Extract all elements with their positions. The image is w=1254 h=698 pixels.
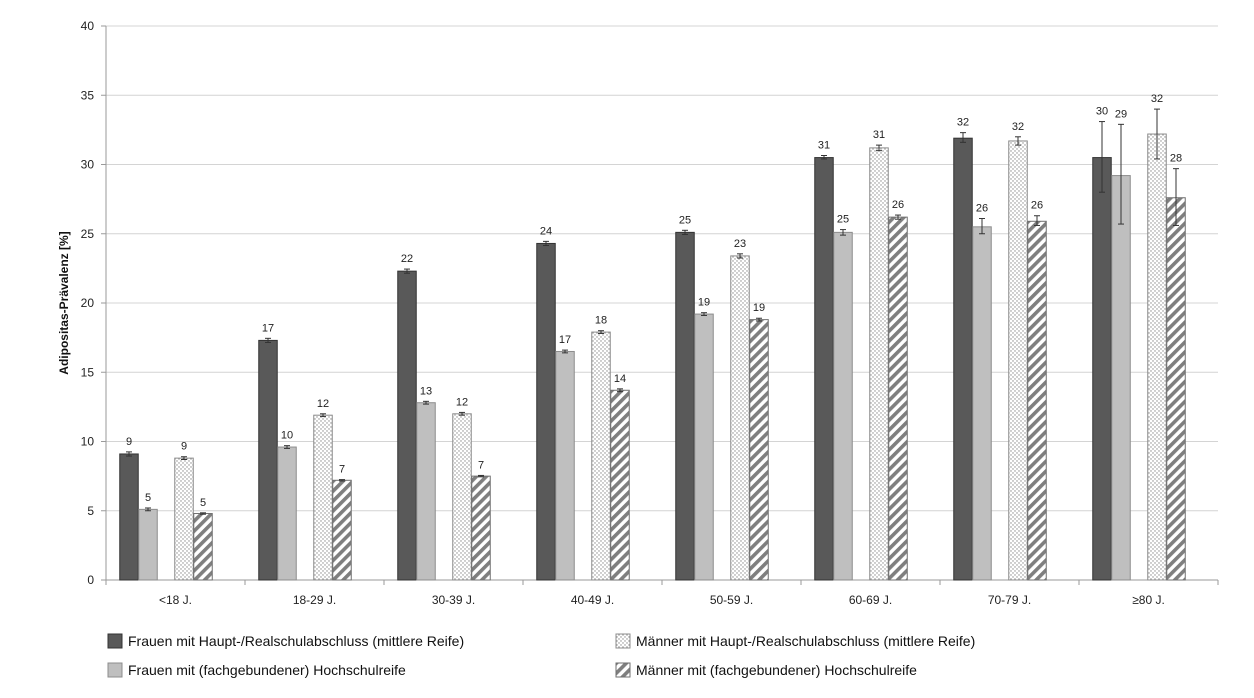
data-label: 32 xyxy=(957,117,969,129)
bar xyxy=(277,446,297,581)
data-label: 7 xyxy=(339,464,345,476)
x-tick-label: 70-79 J. xyxy=(988,593,1031,607)
data-label: 5 xyxy=(145,492,151,504)
bar xyxy=(675,231,695,581)
data-label: 19 xyxy=(698,297,710,309)
bar xyxy=(1166,197,1186,581)
x-tick-label: 50-59 J. xyxy=(710,593,753,607)
bar xyxy=(332,479,352,581)
legend-swatch xyxy=(107,633,123,649)
bar xyxy=(730,255,750,581)
bar xyxy=(972,226,992,581)
x-tick-label: 40-49 J. xyxy=(571,593,614,607)
data-label: 14 xyxy=(614,373,626,385)
x-tick-label: ≥80 J. xyxy=(1132,593,1165,607)
data-label: 22 xyxy=(401,253,413,265)
bar xyxy=(1111,175,1131,581)
data-label: 5 xyxy=(200,497,206,509)
bar xyxy=(814,157,834,581)
x-tick-label: 18-29 J. xyxy=(293,593,336,607)
data-label: 26 xyxy=(1031,200,1043,212)
bar xyxy=(471,475,491,581)
data-label: 19 xyxy=(753,302,765,314)
y-tick-label: 0 xyxy=(87,573,94,587)
bar xyxy=(193,513,213,581)
data-label: 17 xyxy=(262,322,274,334)
x-tick-label: <18 J. xyxy=(159,593,192,607)
x-tick-label: 60-69 J. xyxy=(849,593,892,607)
legend-label: Männer mit Haupt-/Realschulabschluss (mi… xyxy=(636,633,975,649)
legend-label: Frauen mit (fachgebundener) Hochschulrei… xyxy=(128,662,406,678)
y-tick-label: 20 xyxy=(81,296,95,310)
data-label: 10 xyxy=(281,430,293,442)
legend-swatch xyxy=(107,662,123,678)
data-label: 9 xyxy=(126,436,132,448)
bar xyxy=(452,413,472,581)
bar xyxy=(313,414,333,581)
bar xyxy=(1027,220,1047,581)
data-label: 28 xyxy=(1170,153,1182,165)
bar xyxy=(1092,157,1112,581)
data-label: 23 xyxy=(734,238,746,250)
data-label: 31 xyxy=(818,139,830,151)
bar xyxy=(610,389,630,581)
data-label: 29 xyxy=(1115,108,1127,120)
data-label: 12 xyxy=(456,396,468,408)
y-tick-label: 35 xyxy=(81,88,95,102)
bar xyxy=(869,147,889,581)
data-label: 32 xyxy=(1151,93,1163,105)
y-tick-label: 25 xyxy=(81,227,95,241)
data-labels: 9 17 22 24 25 31 32 30 5 10 13 17 19 25 26 29 9 12 12 18 23 3… xyxy=(126,93,1182,509)
data-label: 26 xyxy=(892,199,904,211)
y-tick-label: 15 xyxy=(81,365,95,379)
data-label: 18 xyxy=(595,315,607,327)
data-label: 12 xyxy=(317,398,329,410)
data-label: 17 xyxy=(559,334,571,346)
y-tick-label: 10 xyxy=(81,435,95,449)
legend-swatch xyxy=(615,662,631,678)
data-label: 7 xyxy=(478,459,484,471)
bar xyxy=(888,216,908,581)
data-label: 13 xyxy=(420,385,432,397)
legend-label: Frauen mit Haupt-/Realschulabschluss (mi… xyxy=(128,633,464,649)
bar xyxy=(397,270,417,581)
bar xyxy=(953,137,973,581)
bar xyxy=(258,339,278,581)
bar xyxy=(536,242,556,581)
data-label: 30 xyxy=(1096,106,1108,118)
data-label: 24 xyxy=(540,225,552,237)
bar xyxy=(1008,140,1028,581)
legend: Frauen mit Haupt-/Realschulabschluss (mi… xyxy=(107,633,975,678)
bar xyxy=(694,313,714,581)
legend-swatch xyxy=(615,633,631,649)
bar xyxy=(749,319,769,581)
y-tick-label: 30 xyxy=(81,158,95,172)
y-tick-label: 40 xyxy=(81,19,95,33)
data-label: 9 xyxy=(181,441,187,453)
data-label: 25 xyxy=(837,214,849,226)
data-label: 32 xyxy=(1012,121,1024,133)
axes: 0 5 10 15 20 25 30 35 40 <18 J. 18-29 J. 30-39 J. 40… xyxy=(81,19,1219,607)
grid-lines xyxy=(106,25,1218,512)
bar xyxy=(138,508,158,581)
bar xyxy=(119,453,139,581)
data-label: 31 xyxy=(873,129,885,141)
x-tick-label: 30-39 J. xyxy=(432,593,475,607)
data-label: 26 xyxy=(976,203,988,215)
legend-label: Männer mit (fachgebundener) Hochschulrei… xyxy=(636,662,917,678)
bar xyxy=(833,231,853,581)
data-label: 25 xyxy=(679,214,691,226)
bar xyxy=(591,331,611,581)
bars xyxy=(119,108,1186,581)
bar xyxy=(555,350,575,581)
y-tick-label: 5 xyxy=(87,504,94,518)
y-axis-label: Adipositas-Prävalenz [%] xyxy=(57,231,71,374)
bar xyxy=(1147,133,1167,581)
bar xyxy=(416,402,436,581)
bar xyxy=(174,457,194,581)
